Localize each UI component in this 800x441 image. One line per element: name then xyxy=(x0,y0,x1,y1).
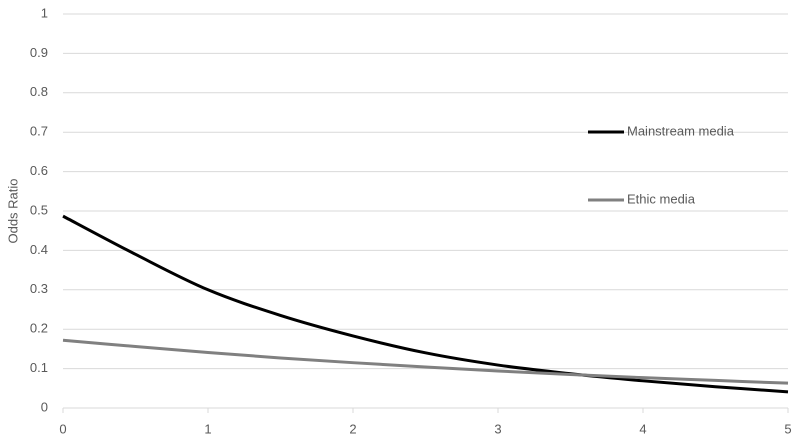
y-tick-label: 1 xyxy=(41,5,48,20)
x-tick-label: 2 xyxy=(349,421,356,436)
series-line xyxy=(62,214,789,394)
y-tick-label: 0.3 xyxy=(30,281,48,296)
x-tick-label: 0 xyxy=(59,421,66,436)
legend-label: Mainstream media xyxy=(627,123,735,138)
legend-label: Ethic media xyxy=(627,191,696,206)
y-tick-label: 0.1 xyxy=(30,360,48,375)
y-tick-label: 0.5 xyxy=(30,202,48,217)
x-tick-label: 4 xyxy=(639,421,646,436)
y-axis-label: Odds Ratio xyxy=(5,178,20,243)
y-tick-label: 0.2 xyxy=(30,321,48,336)
y-tick-label: 0.4 xyxy=(30,242,48,257)
y-tick-label: 0.8 xyxy=(30,84,48,99)
x-tick-label: 1 xyxy=(204,421,211,436)
x-tick-label: 3 xyxy=(494,421,501,436)
y-tick-label: 0 xyxy=(41,399,48,414)
x-tick-label: 5 xyxy=(784,421,791,436)
y-tick-label: 0.9 xyxy=(30,45,48,60)
y-tick-label: 0.6 xyxy=(30,163,48,178)
series-line xyxy=(62,338,789,385)
y-tick-label: 0.7 xyxy=(30,124,48,139)
